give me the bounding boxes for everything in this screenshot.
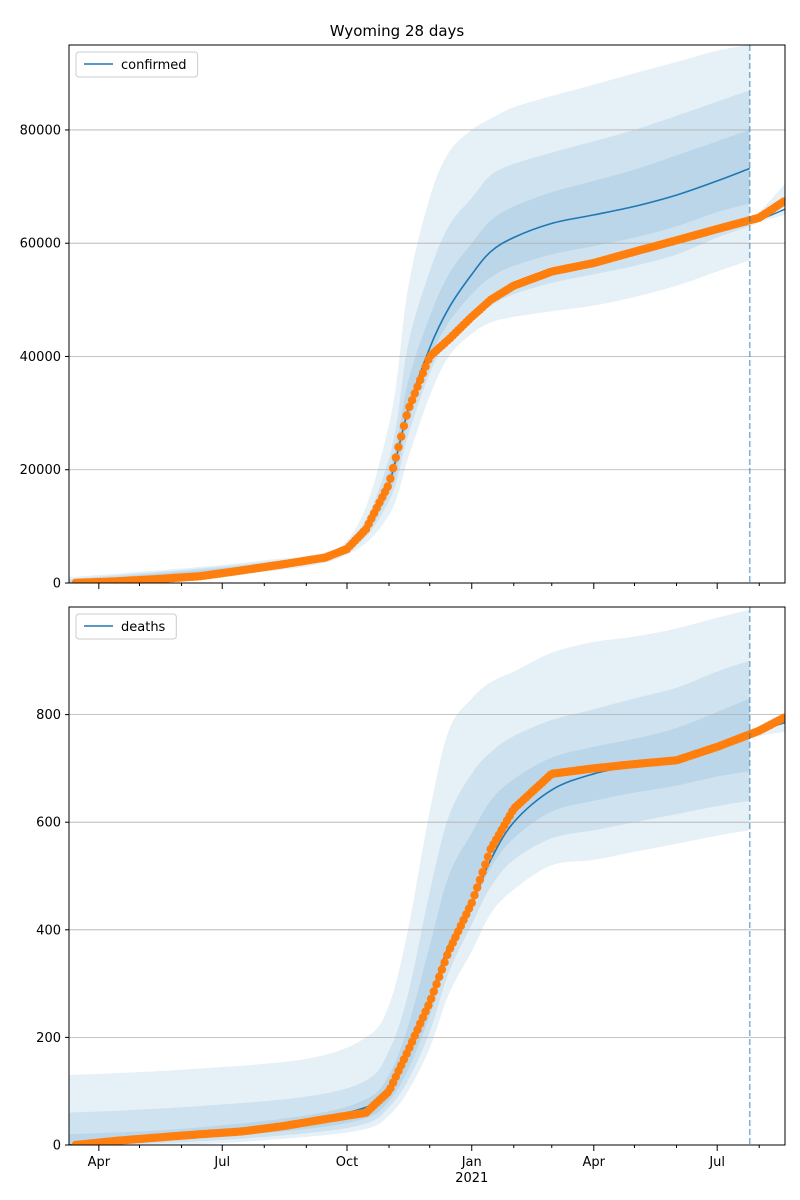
observed-point — [475, 875, 485, 884]
observed-points — [71, 197, 785, 583]
band-middle — [69, 90, 750, 583]
observed-point — [443, 950, 452, 960]
y-tick-label: 40000 — [20, 350, 61, 365]
y-tick-label: 80000 — [20, 123, 61, 138]
observed-point — [478, 868, 487, 877]
band-outer — [69, 45, 750, 583]
observed-point — [397, 432, 406, 441]
observed-point — [394, 442, 403, 452]
observed-point — [405, 402, 414, 412]
uncertainty-bands — [69, 609, 785, 1145]
y-tick-label: 400 — [36, 923, 61, 938]
observed-point — [416, 375, 425, 385]
observed-point — [388, 463, 398, 473]
observed-point — [432, 980, 441, 989]
band-middle — [69, 660, 750, 1145]
x-ticks: Apr Jul Oct Jan Apr Jul — [88, 1145, 760, 1170]
x-tick-label: Apr — [88, 1155, 111, 1170]
legend-label: deaths — [121, 620, 166, 635]
y-tick-label: 200 — [36, 1031, 61, 1046]
observed-point — [429, 987, 438, 996]
observed-point — [483, 852, 493, 861]
legend-box — [75, 613, 177, 640]
series-line — [346, 167, 750, 550]
observed-point — [779, 713, 785, 723]
observed-points — [71, 713, 785, 1145]
y-tick-label: 600 — [36, 816, 61, 831]
observed-point — [407, 396, 417, 405]
x-tick-label: Jul — [708, 1155, 725, 1170]
observed-point — [424, 1001, 433, 1010]
observed-point — [399, 421, 409, 431]
band-outer — [69, 609, 750, 1145]
observed-point — [470, 891, 479, 900]
axes — [68, 606, 786, 1146]
observed-point — [440, 958, 449, 967]
observed-point — [473, 883, 482, 892]
y-tick-label: 800 — [36, 708, 61, 723]
observed-point — [418, 369, 428, 378]
x-tick-label: Jan — [461, 1155, 482, 1170]
axes — [68, 44, 786, 584]
observed-point — [402, 411, 411, 420]
y-ticks: 0 20000 40000 60000 80000 — [20, 123, 69, 592]
chart-title: Wyoming 28 days — [330, 22, 465, 40]
observed-point — [435, 972, 444, 982]
observed-point — [426, 994, 436, 1003]
observed-point — [386, 474, 395, 483]
observed-point — [481, 860, 490, 869]
axes-frame — [68, 44, 786, 584]
uncertainty-bands — [69, 45, 785, 583]
panel-confirmed: 0 20000 40000 60000 80000 confirmed — [20, 44, 786, 592]
legend-box — [75, 51, 199, 78]
y-gridlines — [69, 714, 785, 1038]
x-year-label: 2021 — [455, 1171, 488, 1186]
observed-point — [383, 482, 392, 491]
observed-point — [467, 898, 476, 908]
y-tick-label: 20000 — [20, 463, 61, 478]
legend: deaths — [75, 613, 177, 640]
legend: confirmed — [75, 51, 199, 78]
x-tick-label: Oct — [336, 1155, 358, 1170]
y-tick-label: 0 — [53, 1139, 61, 1154]
observed-point — [437, 965, 447, 974]
y-ticks: 0 200 400 600 800 — [36, 708, 69, 1154]
observed-point — [421, 362, 430, 371]
x-tick-label: Apr — [583, 1155, 606, 1170]
axes-frame — [68, 606, 786, 1146]
y-tick-label: 0 — [53, 577, 61, 592]
observed-point — [410, 389, 419, 398]
x-ticks — [98, 583, 760, 589]
observed-point — [413, 382, 422, 391]
y-gridlines — [69, 129, 785, 471]
legend-label: confirmed — [121, 58, 187, 73]
x-tick-label: Jul — [213, 1155, 230, 1170]
y-tick-label: 60000 — [20, 237, 61, 252]
observed-point — [779, 197, 785, 206]
observed-point — [391, 453, 400, 462]
